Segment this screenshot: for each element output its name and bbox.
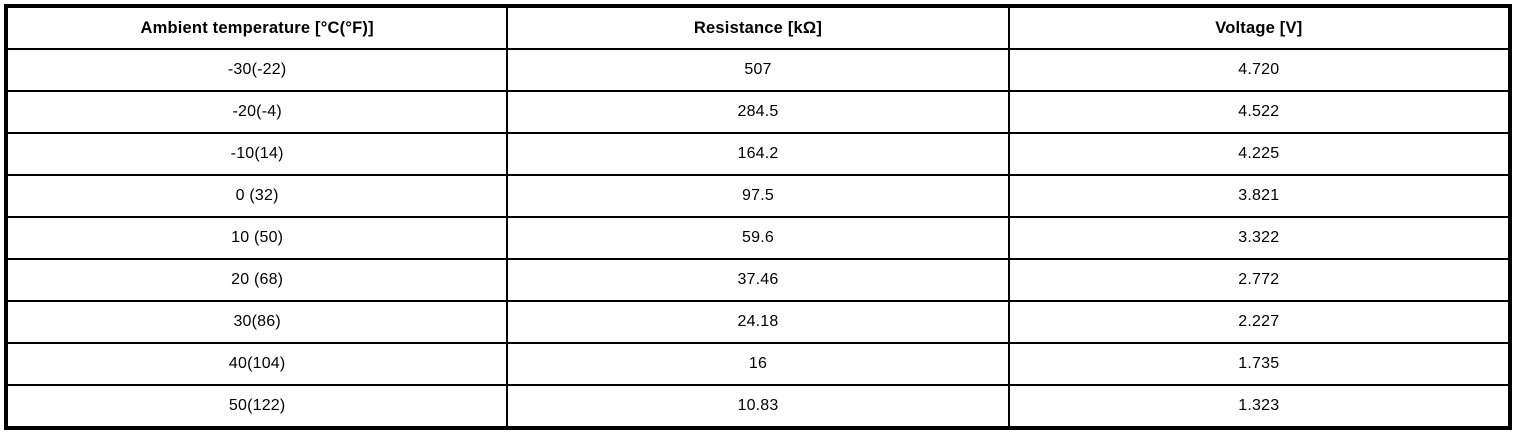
cell-temperature: -30(-22) [4, 48, 509, 92]
cell-voltage: 4.522 [1007, 90, 1512, 134]
cell-temperature: 30(86) [4, 300, 509, 344]
cell-resistance: 164.2 [506, 132, 1010, 176]
header-row: Ambient temperature [°C(°F)] Resistance … [4, 5, 1512, 50]
temperature-resistance-voltage-table: Ambient temperature [°C(°F)] Resistance … [4, 4, 1512, 430]
cell-temperature: 50(122) [4, 384, 509, 429]
cell-resistance: 59.6 [506, 216, 1010, 260]
cell-voltage: 2.227 [1007, 300, 1512, 344]
cell-temperature: 20 (68) [4, 258, 509, 302]
cell-voltage: 1.735 [1007, 342, 1512, 386]
table-row: 30(86) 24.18 2.227 [4, 300, 1512, 344]
cell-resistance: 37.46 [506, 258, 1010, 302]
cell-voltage: 1.323 [1007, 384, 1512, 429]
cell-resistance: 507 [506, 48, 1010, 92]
table-body: -30(-22) 507 4.720 -20(-4) 284.5 4.522 -… [4, 48, 1512, 429]
table-row: -20(-4) 284.5 4.522 [4, 90, 1512, 134]
cell-resistance: 24.18 [506, 300, 1010, 344]
column-header-ambient-temperature: Ambient temperature [°C(°F)] [4, 5, 509, 50]
table-row: 50(122) 10.83 1.323 [4, 384, 1512, 429]
cell-temperature: 10 (50) [4, 216, 509, 260]
cell-voltage: 4.720 [1007, 48, 1512, 92]
table-row: -10(14) 164.2 4.225 [4, 132, 1512, 176]
cell-resistance: 284.5 [506, 90, 1010, 134]
column-header-voltage: Voltage [V] [1007, 5, 1512, 50]
table-row: 20 (68) 37.46 2.772 [4, 258, 1512, 302]
cell-voltage: 2.772 [1007, 258, 1512, 302]
cell-resistance: 10.83 [506, 384, 1010, 429]
cell-resistance: 97.5 [506, 174, 1010, 218]
cell-temperature: 40(104) [4, 342, 509, 386]
table-row: -30(-22) 507 4.720 [4, 48, 1512, 92]
cell-voltage: 3.322 [1007, 216, 1512, 260]
column-header-resistance: Resistance [kΩ] [506, 5, 1010, 50]
cell-voltage: 4.225 [1007, 132, 1512, 176]
cell-temperature: 0 (32) [4, 174, 509, 218]
cell-resistance: 16 [506, 342, 1010, 386]
table-row: 40(104) 16 1.735 [4, 342, 1512, 386]
table-row: 0 (32) 97.5 3.821 [4, 174, 1512, 218]
cell-temperature: -10(14) [4, 132, 509, 176]
table-row: 10 (50) 59.6 3.322 [4, 216, 1512, 260]
cell-voltage: 3.821 [1007, 174, 1512, 218]
table-header: Ambient temperature [°C(°F)] Resistance … [4, 5, 1512, 50]
cell-temperature: -20(-4) [4, 90, 509, 134]
